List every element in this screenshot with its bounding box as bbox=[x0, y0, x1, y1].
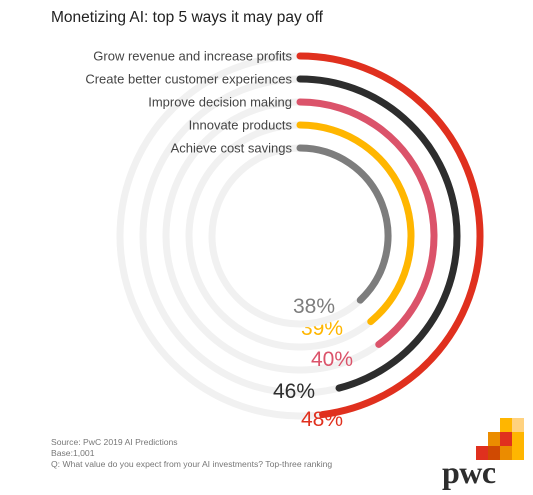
ring-bar bbox=[296, 144, 392, 304]
value-label: 38% bbox=[293, 295, 335, 318]
pwc-logo: pwc bbox=[428, 418, 528, 490]
ring-bar bbox=[296, 121, 415, 326]
value-label: 48% bbox=[301, 408, 343, 431]
chart-title: Monetizing AI: top 5 ways it may pay off bbox=[51, 9, 323, 26]
base-note: Base:1,001 bbox=[51, 448, 95, 458]
question-note: Q: What value do you expect from your AI… bbox=[51, 459, 333, 469]
chart-footer: Source: PwC 2019 AI Predictions Base:1,0… bbox=[51, 437, 332, 470]
category-label: Create better customer experiences bbox=[85, 72, 292, 87]
source-note: Source: PwC 2019 AI Predictions bbox=[51, 437, 178, 447]
category-label: Innovate products bbox=[189, 118, 293, 133]
pwc-logo-text: pwc bbox=[442, 454, 496, 490]
category-label: Improve decision making bbox=[148, 95, 292, 110]
ring-bar bbox=[296, 75, 461, 392]
category-label: Grow revenue and increase profits bbox=[93, 49, 292, 64]
category-label: Achieve cost savings bbox=[171, 141, 293, 156]
value-label: 40% bbox=[311, 348, 353, 371]
ring-bar bbox=[296, 52, 484, 419]
value-label: 46% bbox=[273, 380, 315, 403]
pwc-logo-mark bbox=[476, 418, 524, 460]
ring-bar bbox=[296, 98, 438, 348]
